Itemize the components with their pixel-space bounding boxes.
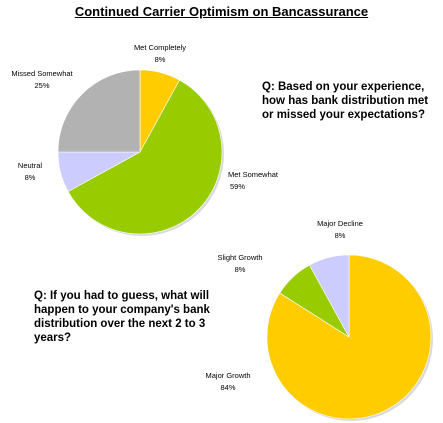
slice-label: Neutral bbox=[18, 161, 43, 170]
slice-label: Missed Somewhat bbox=[11, 69, 73, 78]
slice-value-label: 8% bbox=[235, 265, 246, 274]
pie-chart-1: Met Completely 8% Met Somewhat 59% Neutral 8%… bbox=[11, 43, 279, 236]
slice-label: Major Growth bbox=[205, 371, 250, 380]
slice-value-label: 8% bbox=[25, 173, 36, 182]
slice-value-label: 8% bbox=[155, 55, 166, 64]
slice-value-label: 84% bbox=[220, 383, 235, 392]
page-title: Continued Carrier Optimism on Bancassura… bbox=[74, 4, 369, 19]
slice-label: Met Somewhat bbox=[228, 170, 279, 179]
pie-slice-major-decline bbox=[309, 254, 350, 338]
slice-value-label: 59% bbox=[230, 182, 245, 191]
slice-value-label: 8% bbox=[335, 231, 346, 240]
slice-label: Major Decline bbox=[317, 219, 363, 228]
slice-label: Slight Growth bbox=[217, 253, 262, 262]
pie-slice-missed-somewhat bbox=[57, 69, 141, 153]
pie-chart-2: Major Growth 84% Slight Growth 8% Major Decl… bbox=[205, 219, 433, 421]
question-1: Q: Based on your experience, how has ban… bbox=[262, 81, 429, 121]
question-2: Q: If you had to guess, what will happen… bbox=[34, 290, 210, 344]
slice-label: Met Completely bbox=[134, 43, 186, 52]
pie-slice-major-growth bbox=[266, 254, 432, 420]
slice-value-label: 25% bbox=[34, 81, 49, 90]
pie-slice-met-somewhat bbox=[67, 79, 223, 235]
